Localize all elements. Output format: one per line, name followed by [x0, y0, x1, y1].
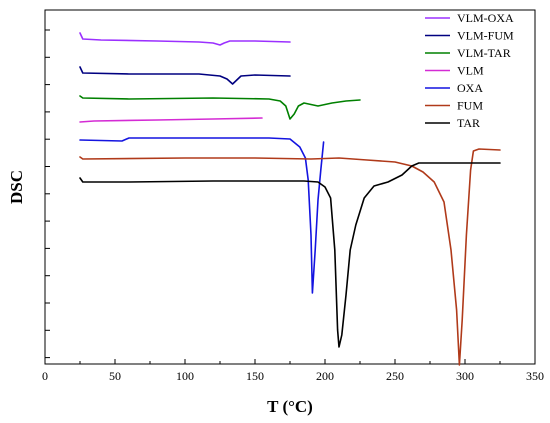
x-tick-label-200: 200: [316, 369, 334, 383]
x-tick-label-350: 350: [526, 369, 544, 383]
legend-label-tar: TAR: [457, 116, 480, 130]
y-axis-title: DSC: [7, 170, 26, 204]
x-tick-label-250: 250: [386, 369, 404, 383]
series-line-oxa: [79, 137, 325, 294]
series-line-vlm-fum: [79, 66, 291, 85]
series-line-vlm-tar: [79, 95, 361, 120]
legend-label-vlm-tar: VLM-TAR: [457, 46, 511, 60]
x-axis: 0 50 100 150 200 250 300 350: [42, 359, 544, 383]
x-tick-label-0: 0: [42, 369, 48, 383]
series-line-vlm-oxa: [79, 32, 291, 46]
legend-label-fum: FUM: [457, 99, 483, 113]
x-tick-label-50: 50: [109, 369, 121, 383]
legend-label-vlm-fum: VLM-FUM: [457, 29, 514, 43]
x-axis-title: T (°C): [267, 397, 313, 416]
legend-label-oxa: OXA: [457, 81, 483, 95]
x-tick-label-150: 150: [246, 369, 264, 383]
y-axis-ticks: [45, 29, 50, 359]
x-tick-label-300: 300: [456, 369, 474, 383]
series-line-fum: [79, 148, 501, 366]
legend-label-vlm-oxa: VLM-OXA: [457, 11, 514, 25]
series-layer: [79, 32, 501, 366]
legend: VLM-OXA VLM-FUM VLM-TAR VLM OXA FUM TAR: [425, 11, 514, 130]
legend-label-vlm: VLM: [457, 64, 484, 78]
series-line-tar: [79, 162, 501, 348]
x-tick-label-100: 100: [176, 369, 194, 383]
series-line-vlm: [79, 117, 263, 123]
